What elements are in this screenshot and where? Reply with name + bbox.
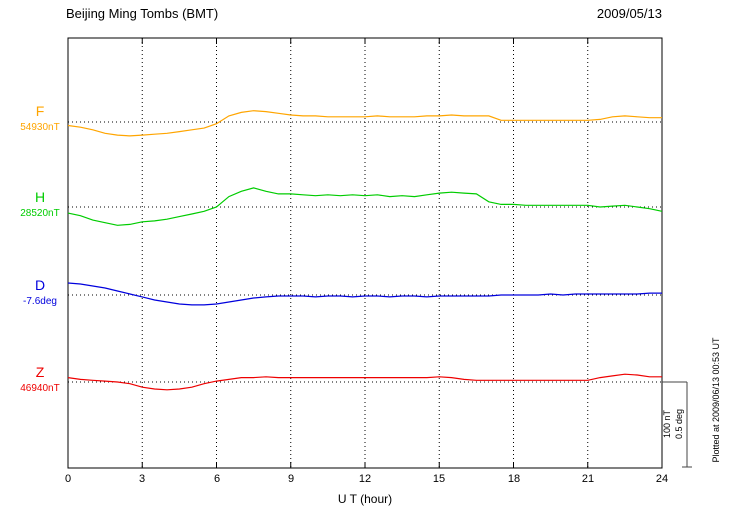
x-tick-15: 15 xyxy=(432,473,446,485)
channel-f-base-value: 54930nT xyxy=(20,122,60,133)
x-tick-0: 0 xyxy=(64,473,72,485)
x-tick-21: 21 xyxy=(581,473,595,485)
scalebar-label: 100 nT 0.5 deg xyxy=(661,398,687,450)
x-tick-18: 18 xyxy=(507,473,521,485)
channel-d-symbol: D xyxy=(34,277,46,293)
chart-date: 2009/05/13 xyxy=(596,6,662,21)
channel-label-f: F 54930nT xyxy=(12,103,68,133)
channel-d-base-value: -7.6deg xyxy=(23,296,57,307)
channel-z-base-value: 46940nT xyxy=(20,383,60,394)
x-tick-24: 24 xyxy=(655,473,669,485)
channel-label-d: D -7.6deg xyxy=(12,277,68,307)
plotted-at-note: Plotted at 2009/06/13 00:53 UT xyxy=(711,337,721,463)
channel-h-symbol: H xyxy=(34,189,46,205)
chart-title: Beijing Ming Tombs (BMT) xyxy=(66,6,219,21)
channel-label-z: Z 46940nT xyxy=(12,364,68,394)
x-axis-label: U T (hour) xyxy=(337,492,393,506)
x-tick-3: 3 xyxy=(138,473,146,485)
x-tick-9: 9 xyxy=(287,473,295,485)
channel-f-symbol: F xyxy=(35,103,45,119)
channel-h-base-value: 28520nT xyxy=(20,208,60,219)
channel-label-h: H 28520nT xyxy=(12,189,68,219)
scalebar-nt-label: 100 nT xyxy=(662,409,672,439)
scalebar-deg-label: 0.5 deg xyxy=(674,408,684,440)
x-tick-6: 6 xyxy=(213,473,221,485)
x-tick-12: 12 xyxy=(358,473,372,485)
channel-z-symbol: Z xyxy=(35,364,45,380)
